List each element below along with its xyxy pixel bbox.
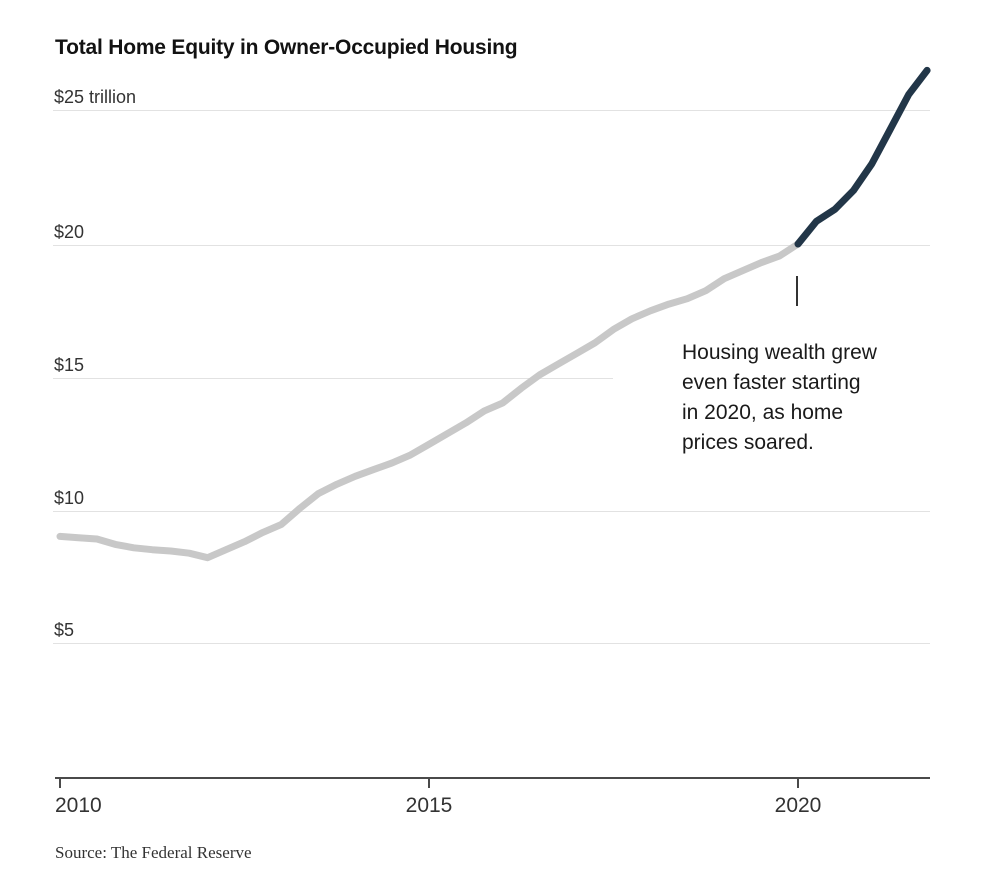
- gridline-10: [53, 511, 930, 512]
- chart-title: Total Home Equity in Owner-Occupied Hous…: [55, 36, 518, 59]
- x-axis-label-2020: 2020: [774, 794, 822, 817]
- y-axis-label-5: $5: [54, 620, 75, 640]
- source-credit: Source: The Federal Reserve: [55, 843, 252, 862]
- gridline-25: [53, 110, 930, 111]
- y-axis-label-25: $25 trillion: [54, 87, 137, 107]
- x-tick-2020: [797, 779, 799, 788]
- x-axis-label-2010: 2010: [55, 794, 102, 817]
- gridline-5: [53, 643, 930, 644]
- x-tick-2010: [59, 779, 61, 788]
- x-axis-label-2015: 2015: [405, 794, 453, 817]
- x-tick-2015: [428, 779, 430, 788]
- y-axis-label-10: $10: [54, 488, 85, 508]
- gridline-20: [53, 245, 930, 246]
- y-axis-label-20: $20: [54, 222, 85, 242]
- gridline-15: [53, 378, 613, 379]
- series-home-equity-2020-onward: [794, 66, 931, 248]
- x-axis-line: [55, 777, 930, 779]
- annotation-pointer-line: [796, 276, 798, 306]
- annotation-text: Housing wealth grew even faster starting…: [682, 341, 877, 454]
- y-axis-label-15: $15: [54, 355, 85, 375]
